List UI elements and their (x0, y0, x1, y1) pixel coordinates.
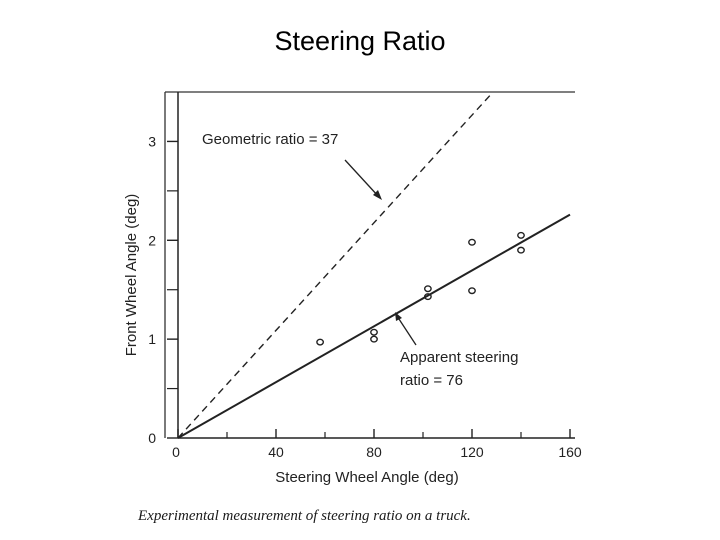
apparent-ratio-arrowhead (395, 312, 402, 321)
y-axis-label: Front Wheel Angle (deg) (123, 194, 140, 357)
x-tick-label: 160 (558, 444, 582, 460)
data-point (517, 246, 525, 254)
x-tick-label: 80 (366, 444, 382, 460)
data-point (423, 293, 432, 301)
x-axis-label: Steering Wheel Angle (deg) (275, 469, 458, 486)
x-tick-label: 0 (172, 444, 180, 460)
apparent-ratio-annotation-line1: Apparent steering (400, 349, 518, 366)
data-point (468, 287, 476, 295)
geometric-ratio-annotation: Geometric ratio = 37 (202, 131, 338, 148)
data-point (370, 335, 378, 343)
geometric-ratio-line (177, 91, 494, 439)
data-point (370, 328, 378, 336)
apparent-ratio-leader (396, 315, 417, 346)
apparent-ratio-line (177, 213, 571, 439)
data-point (423, 285, 432, 293)
y-tick-label: 3 (148, 133, 156, 149)
data-point (517, 231, 525, 239)
geometric-ratio-arrowhead (373, 190, 382, 200)
x-tick-label: 120 (460, 444, 484, 460)
data-point (468, 238, 476, 246)
y-tick-label: 1 (148, 331, 156, 347)
y-tick-label: 0 (148, 430, 156, 446)
apparent-ratio-annotation-line2: ratio = 76 (400, 372, 463, 389)
data-point (316, 338, 324, 346)
slide-title: Steering Ratio (274, 26, 446, 56)
y-tick-label: 2 (148, 232, 156, 248)
x-tick-label: 40 (268, 444, 284, 460)
figure-caption: Experimental measurement of steering rat… (138, 508, 471, 524)
geometric-ratio-leader (344, 159, 380, 198)
